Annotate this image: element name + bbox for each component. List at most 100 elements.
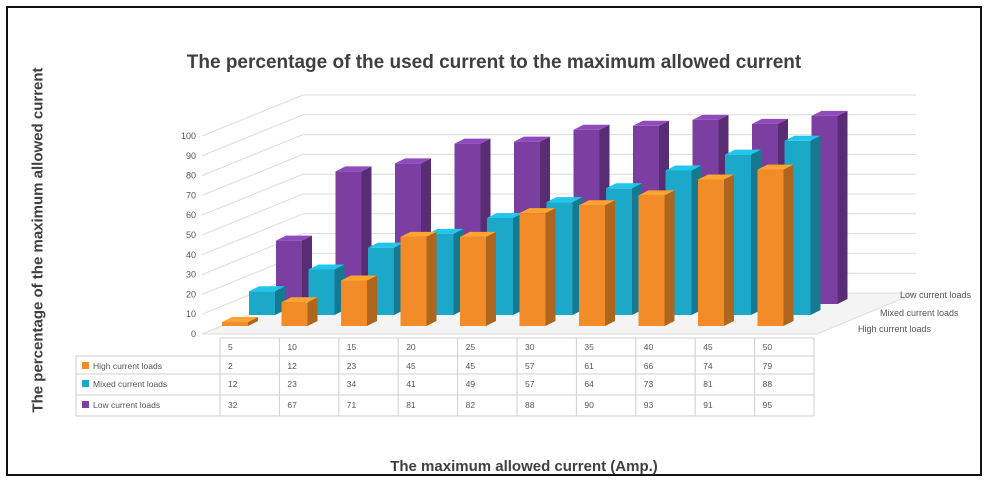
series-depth-labels: High current loads Mixed current loads Low… [858, 290, 972, 334]
data-label: 82 [466, 400, 476, 410]
data-label: 41 [406, 379, 416, 389]
series-depth-label: High current loads [858, 324, 932, 334]
bar-side [248, 317, 258, 326]
bar [757, 164, 794, 326]
bar-front [698, 179, 724, 326]
data-label: 88 [763, 379, 773, 389]
bar-top [725, 149, 761, 155]
gridline-depth [201, 134, 304, 177]
y-tick-label: 100 [181, 131, 196, 141]
bar-top [638, 190, 675, 196]
data-label: 61 [584, 361, 594, 371]
bar-front [757, 169, 784, 326]
bar-top [519, 208, 556, 214]
bar-side [426, 231, 437, 326]
data-label: 88 [525, 400, 535, 410]
data-label: 32 [228, 400, 238, 410]
bar-side [307, 297, 318, 326]
bar-top [514, 136, 550, 142]
x-tick-label: 10 [287, 342, 297, 352]
gridline-depth [201, 193, 304, 236]
chart-title: The percentage of the used current to th… [186, 52, 802, 73]
x-tick-label: 40 [644, 342, 654, 352]
bar [638, 190, 675, 326]
bar-top [395, 158, 431, 164]
bar-top [460, 231, 496, 237]
data-label: 12 [287, 361, 297, 371]
bar-front [638, 195, 665, 326]
bar [698, 174, 734, 326]
bar-top [222, 317, 258, 323]
data-label: 79 [763, 361, 773, 371]
bar-side [367, 275, 377, 326]
bar-top [698, 174, 734, 180]
data-label: 90 [584, 400, 594, 410]
bar-side [664, 190, 675, 326]
data-label: 71 [347, 400, 357, 410]
data-label: 34 [347, 379, 357, 389]
bar-side [783, 164, 794, 326]
data-label: 57 [525, 361, 535, 371]
legend-swatch [82, 380, 89, 387]
x-tick-label: 15 [347, 342, 357, 352]
legend-swatch [82, 401, 89, 408]
legend-entry: High current loads [93, 361, 162, 371]
bar-top [665, 165, 702, 171]
bar-top [752, 118, 788, 124]
bar-front [460, 236, 486, 326]
series-depth-label: Low current loads [900, 290, 972, 300]
bar-top [633, 120, 669, 126]
gridline-depth [201, 173, 304, 216]
bar-top [784, 135, 821, 141]
data-label: 66 [644, 361, 654, 371]
y-tick-label: 70 [186, 190, 196, 200]
bar-top [692, 114, 729, 120]
data-label: 23 [347, 361, 357, 371]
data-label: 74 [703, 361, 713, 371]
y-tick-label: 40 [186, 250, 196, 260]
legend-entry: Low current loads [93, 400, 160, 410]
y-tick-label: 80 [186, 171, 196, 181]
bar-front [579, 205, 605, 326]
y-tick-label: 0 [191, 329, 196, 339]
x-axis-label: The maximum allowed current (Amp.) [390, 458, 658, 475]
bar-side [810, 135, 821, 315]
bar-front [341, 280, 367, 326]
y-tick-label: 30 [186, 270, 196, 280]
data-table: 5 10 15 20 25 30 35 40 45 50 High current loads 2 12… [75, 337, 815, 417]
gridline-depth [201, 94, 304, 137]
y-ticks: 0 10 20 30 40 50 60 70 80 90 100 [181, 131, 196, 339]
data-label: 95 [763, 400, 773, 410]
bar-top [573, 124, 610, 130]
bar [519, 208, 556, 326]
y-tick-label: 60 [186, 210, 196, 220]
bar-side [724, 174, 734, 326]
x-tick-label: 50 [763, 342, 773, 352]
bars [222, 110, 848, 326]
bar [341, 275, 377, 326]
data-label: 12 [228, 379, 238, 389]
y-tick-label: 50 [186, 230, 196, 240]
bar [460, 231, 496, 326]
x-tick-label: 20 [406, 342, 416, 352]
data-label: 49 [466, 379, 476, 389]
bar [400, 231, 437, 326]
bar-top [368, 242, 404, 248]
gridline-depth [201, 213, 304, 256]
bar-top [276, 235, 312, 241]
data-label: 67 [287, 400, 297, 410]
x-tick-label: 35 [584, 342, 594, 352]
bar-side [545, 208, 556, 326]
bar-top [341, 275, 377, 281]
bar-top [249, 286, 285, 292]
bar-side [486, 231, 496, 326]
bar-front [400, 236, 427, 326]
x-tick-label: 45 [703, 342, 713, 352]
bar-top [757, 164, 794, 170]
bar-side [605, 200, 615, 326]
bar-front [222, 322, 248, 326]
bar-top [487, 212, 523, 218]
bar-front [519, 213, 546, 326]
data-label: 91 [703, 400, 713, 410]
